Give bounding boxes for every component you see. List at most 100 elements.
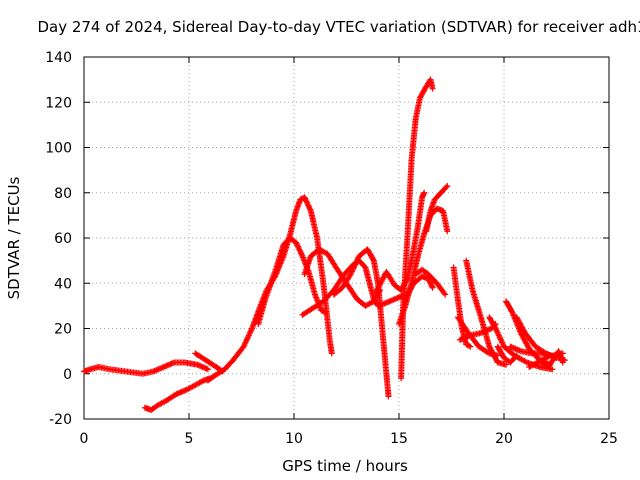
data-point	[429, 85, 436, 92]
data-point	[303, 198, 310, 205]
data-point	[296, 247, 303, 254]
data-point	[245, 332, 252, 339]
chart-title: Day 274 of 2024, Sidereal Day-to-day VTE…	[37, 18, 640, 36]
x-tick-label: 5	[185, 431, 194, 447]
y-tick-label: -20	[49, 412, 72, 428]
data-point	[244, 335, 251, 342]
y-axis-title: SDTVAR / TECUs	[5, 176, 23, 299]
data-point	[247, 328, 254, 335]
data-point	[370, 256, 377, 263]
data-point	[297, 249, 304, 256]
y-tick-label: 80	[54, 186, 72, 202]
data-point	[385, 393, 392, 400]
data-point	[305, 203, 312, 210]
data-point	[305, 202, 312, 209]
data-point	[444, 182, 451, 189]
y-tick-label: 140	[45, 50, 72, 66]
data-point	[348, 268, 355, 275]
y-tick-label: 40	[54, 276, 72, 292]
data-point	[348, 269, 355, 276]
data-point	[245, 333, 252, 340]
data-point	[354, 255, 361, 262]
data-point	[204, 366, 211, 373]
data-point	[246, 331, 253, 338]
data-point	[352, 261, 359, 268]
data-point	[467, 343, 474, 350]
y-tick-label: 20	[54, 322, 72, 338]
data-point	[519, 324, 526, 331]
data-point	[484, 349, 491, 356]
axis-ticks: 0 5 10 15 20 25 -20 0 20 40 60 80 100 120 140	[45, 50, 618, 447]
data-point	[522, 358, 529, 365]
data-point	[515, 318, 522, 325]
data-point	[242, 339, 249, 346]
data-point	[519, 326, 526, 333]
data-point	[494, 329, 501, 336]
data-point	[349, 267, 356, 274]
data-point	[516, 319, 523, 326]
data-point	[302, 196, 309, 203]
data-point	[294, 243, 301, 250]
data-point	[241, 342, 248, 349]
y-tick-label: 100	[45, 141, 72, 157]
data-point	[350, 265, 357, 272]
data-point	[508, 308, 515, 315]
data-point	[497, 335, 504, 342]
data-point	[496, 333, 503, 340]
data-point	[444, 228, 451, 235]
x-tick-label: 10	[285, 431, 303, 447]
data-point	[499, 340, 506, 347]
y-tick-label: 0	[63, 367, 72, 383]
data-point	[441, 290, 448, 297]
data-point	[497, 336, 504, 343]
data-point	[352, 260, 359, 267]
data-point	[421, 189, 428, 196]
data-point	[522, 339, 529, 346]
data-point	[429, 284, 436, 291]
data-point	[493, 328, 500, 335]
data-point	[240, 343, 247, 350]
data-point	[302, 195, 309, 202]
data-point	[304, 201, 311, 208]
x-tick-label: 25	[600, 431, 618, 447]
data-point	[328, 350, 335, 357]
data-point	[495, 331, 502, 338]
data-point	[523, 340, 530, 347]
x-axis-title: GPS time / hours	[282, 457, 408, 475]
data-point	[304, 199, 311, 206]
data-point	[307, 206, 314, 213]
data-point	[294, 242, 301, 249]
data-point	[495, 332, 502, 339]
data-point	[354, 257, 361, 264]
data-point	[561, 357, 568, 364]
data-point	[243, 338, 250, 345]
data-point	[243, 336, 250, 343]
data-point	[442, 291, 449, 298]
data-point	[493, 326, 500, 333]
data-point	[499, 339, 506, 346]
data-point	[248, 326, 255, 333]
data-point	[350, 264, 357, 271]
data-point	[293, 239, 300, 246]
data-point	[247, 329, 254, 336]
data-point	[347, 271, 354, 278]
data-point	[293, 240, 300, 247]
data-point	[298, 250, 305, 257]
x-tick-label: 20	[495, 431, 513, 447]
data-point	[498, 338, 505, 345]
data-point	[512, 353, 519, 360]
data-point	[351, 262, 358, 269]
y-tick-label: 120	[45, 95, 72, 111]
y-tick-label: 60	[54, 231, 72, 247]
data-point	[353, 258, 360, 265]
data-point	[298, 251, 305, 258]
data-point	[296, 246, 303, 253]
data-point	[322, 309, 329, 316]
data-point	[549, 366, 556, 373]
data-point	[306, 205, 313, 212]
data-points	[81, 76, 568, 413]
data-point	[443, 184, 450, 191]
data-point	[295, 244, 302, 251]
x-tick-label: 0	[80, 431, 89, 447]
